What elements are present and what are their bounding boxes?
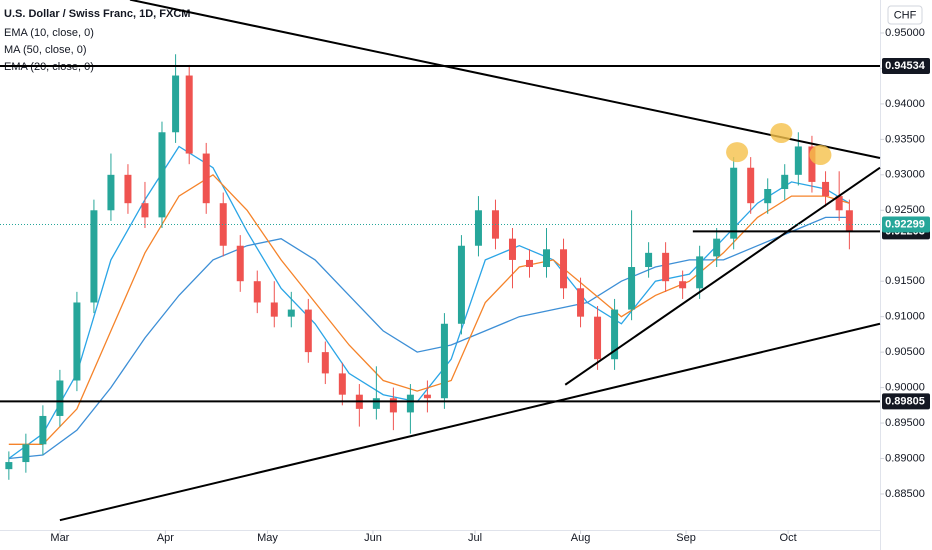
highlight — [726, 142, 749, 163]
candle-body — [845, 210, 853, 232]
candle-body — [372, 398, 380, 409]
legend-entry: EMA (10, close, 0) — [4, 27, 94, 39]
candle-body — [747, 167, 755, 204]
highlight — [770, 122, 793, 143]
candle-body — [287, 309, 295, 317]
last-price-label: 0.92299 — [885, 218, 925, 230]
level-tag — [882, 393, 930, 410]
chart-title: U.S. Dollar / Swiss Franc, 1D, FXCM — [4, 8, 190, 20]
candle-body — [236, 245, 244, 282]
candle-body — [304, 309, 312, 353]
x-tick-label: Sep — [676, 532, 696, 544]
candle-body — [39, 415, 47, 445]
candle-body — [713, 238, 721, 257]
candle-body — [440, 323, 448, 399]
candle-body — [560, 249, 568, 289]
candle-body — [185, 75, 193, 154]
candle-body — [764, 189, 772, 204]
x-tick-label: Aug — [571, 532, 591, 544]
candle-body — [253, 281, 261, 303]
candle-body — [662, 252, 670, 282]
candle-body — [794, 146, 802, 175]
candle-body — [628, 267, 636, 310]
level-tag — [882, 58, 930, 75]
candle-body — [781, 174, 789, 190]
candle-body — [645, 252, 653, 268]
x-tick-label: Jul — [468, 532, 482, 544]
candle-body — [525, 259, 533, 268]
trend-line — [129, 0, 881, 159]
legend-entry: MA (50, close, 0) — [4, 44, 87, 56]
candle-body — [172, 75, 180, 133]
candle-body — [508, 238, 516, 260]
candle-body — [577, 288, 585, 317]
candle-body — [90, 210, 98, 303]
y-tick-label: 0.89500 — [885, 417, 925, 429]
y-tick-label: 0.91000 — [885, 311, 925, 323]
ma-line — [8, 216, 850, 460]
candle-body — [56, 380, 64, 416]
candle-body — [679, 281, 687, 289]
y-tick-label: 0.91500 — [885, 275, 925, 287]
trend-line — [59, 322, 881, 522]
ma-line — [8, 173, 850, 445]
x-tick-label: May — [257, 532, 278, 544]
candle-body — [808, 146, 816, 182]
y-tick-label: 0.90500 — [885, 346, 925, 358]
candle-body — [594, 316, 602, 360]
x-tick-label: Mar — [50, 532, 69, 544]
y-tick-label: 0.93000 — [885, 169, 925, 181]
candle-body — [696, 256, 704, 289]
last-price-tag — [882, 216, 930, 233]
candle-body — [611, 309, 619, 360]
x-tick-label: Jun — [364, 532, 382, 544]
highlight — [809, 144, 832, 165]
y-tick-label: 0.92500 — [885, 204, 925, 216]
candle-body — [406, 394, 414, 413]
candle-body — [124, 174, 132, 204]
candle-body — [219, 203, 227, 246]
candle-body — [338, 373, 346, 395]
y-tick-label: 0.93500 — [885, 133, 925, 145]
candle-body — [822, 181, 830, 197]
trend-line — [564, 166, 881, 386]
candle-body — [730, 167, 738, 239]
currency: CHF — [894, 9, 917, 21]
level-label: 0.94534 — [885, 60, 926, 72]
y-tick-label: 0.90000 — [885, 381, 925, 393]
candle-body — [835, 196, 843, 211]
y-tick-label: 0.88500 — [885, 488, 925, 500]
candle-body — [141, 203, 149, 218]
candle-body — [543, 249, 551, 268]
candle-body — [22, 444, 30, 463]
y-tick-label: 0.94000 — [885, 98, 925, 110]
x-tick-label: Apr — [157, 532, 174, 544]
candle-body — [423, 394, 431, 399]
candle-body — [389, 398, 397, 413]
x-tick-label: Oct — [780, 532, 797, 544]
y-tick-label: 0.89000 — [885, 452, 925, 464]
candle-body — [474, 210, 482, 246]
candle-body — [270, 302, 278, 317]
candle-body — [5, 462, 13, 470]
candle-body — [457, 245, 465, 324]
candle-body — [107, 174, 115, 211]
level-label: 0.89805 — [885, 395, 925, 407]
y-tick-label: 0.95000 — [885, 27, 925, 39]
candle-body — [158, 132, 166, 218]
candle-body — [73, 302, 81, 381]
currency-box[interactable] — [887, 5, 923, 25]
candle-body — [321, 352, 329, 374]
candle-body — [202, 153, 210, 204]
